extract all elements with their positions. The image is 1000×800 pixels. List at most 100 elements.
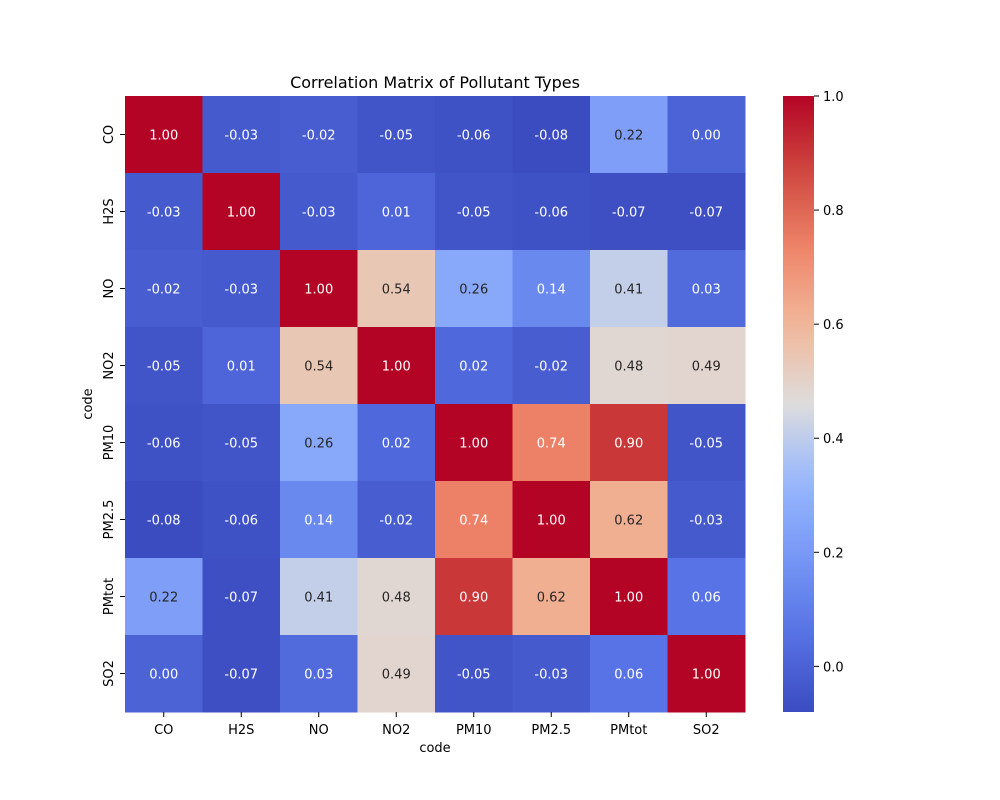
heatmap-cell (512, 635, 591, 713)
heatmap-cell (280, 96, 358, 174)
heatmap-cell (125, 404, 203, 482)
heatmap-cell (590, 173, 668, 251)
cell-value-label: 0.62 (537, 591, 566, 606)
heatmap-cell (125, 481, 203, 559)
cell-value-label: -0.03 (147, 206, 181, 221)
cell-value-label: -0.03 (689, 514, 723, 529)
heatmap-cell (435, 250, 513, 328)
cell-value-label: -0.03 (534, 668, 568, 683)
heatmap-cell (512, 96, 591, 174)
chart-title: Correlation Matrix of Pollutant Types (290, 73, 580, 92)
heatmap-cell (357, 481, 436, 559)
y-tick-label: H2S (102, 198, 117, 224)
y-tick-label: PM2.5 (102, 500, 117, 540)
x-tick-label: PM2.5 (531, 723, 571, 738)
heatmap-cell (667, 327, 746, 405)
heatmap-cell (512, 173, 591, 251)
cell-value-label: -0.02 (534, 360, 568, 375)
cell-value-label: 0.48 (614, 360, 643, 375)
heatmap-cell (667, 96, 746, 174)
heatmap-cell (590, 481, 668, 559)
cell-value-label: 0.90 (459, 591, 488, 606)
heatmap-cell (202, 96, 281, 174)
cell-value-label: -0.06 (457, 129, 491, 144)
cell-value-label: 0.00 (149, 668, 178, 683)
heatmap-cell (280, 327, 358, 405)
x-tick-label: SO2 (693, 723, 720, 738)
cell-value-label: 0.14 (537, 283, 566, 298)
heatmap-cell (590, 250, 668, 328)
cell-value-label: -0.06 (224, 514, 258, 529)
cell-value-label: 0.03 (304, 668, 333, 683)
cell-value-label: 0.06 (692, 591, 721, 606)
cell-value-label: -0.07 (224, 591, 258, 606)
x-tick-label: CO (154, 723, 173, 738)
heatmap-cell (512, 481, 591, 559)
heatmap-cell (667, 635, 746, 713)
cell-value-label: -0.05 (379, 129, 413, 144)
heatmap-cell (357, 635, 436, 713)
cell-value-label: 0.06 (614, 668, 643, 683)
x-tick-label: NO (309, 723, 329, 738)
cell-value-label: 0.01 (382, 206, 411, 221)
cell-value-label: -0.08 (534, 129, 568, 144)
cell-value-label: 0.74 (537, 437, 566, 452)
y-tick-label: PMtot (102, 578, 117, 615)
heatmap-cell (280, 250, 358, 328)
x-tick-label: H2S (228, 723, 254, 738)
cell-value-label: 0.03 (692, 283, 721, 298)
heatmap-cell (125, 327, 203, 405)
heatmap-cell (667, 173, 746, 251)
cell-value-label: -0.05 (224, 437, 258, 452)
heatmap-cell (357, 327, 436, 405)
cell-value-label: 0.02 (459, 360, 488, 375)
cell-value-label: 1.00 (304, 283, 333, 298)
cell-value-label: 0.26 (459, 283, 488, 298)
heatmap-cell (357, 404, 436, 482)
heatmap-cell (357, 250, 436, 328)
colorbar-tick-label: 0.4 (823, 432, 844, 447)
colorbar-tick-label: 0.0 (823, 660, 844, 675)
cell-value-label: 1.00 (614, 591, 643, 606)
heatmap-cell (512, 558, 591, 636)
cell-value-label: -0.07 (689, 206, 723, 221)
cell-value-label: -0.02 (302, 129, 336, 144)
heatmap-cell (125, 558, 203, 636)
heatmap-cell (202, 404, 281, 482)
colorbar-tick-label: 0.6 (823, 318, 844, 333)
x-tick-label: PM10 (456, 723, 492, 738)
cell-value-label: 0.74 (459, 514, 488, 529)
cell-value-label: 0.41 (304, 591, 333, 606)
colorbar: 0.0 0.2 0.4 0.6 0.8 1.0 (783, 90, 844, 712)
heatmap-cell (435, 96, 513, 174)
cell-value-label: 0.22 (614, 129, 643, 144)
cell-value-label: -0.03 (302, 206, 336, 221)
cell-value-label: -0.07 (612, 206, 646, 221)
cell-value-label: 0.02 (382, 437, 411, 452)
cell-value-label: -0.05 (457, 668, 491, 683)
heatmap-cell (357, 96, 436, 174)
x-tick-label: NO2 (382, 723, 410, 738)
cell-value-label: 0.49 (382, 668, 411, 683)
heatmap-cell (667, 404, 746, 482)
cell-value-label: -0.07 (224, 668, 258, 683)
cell-value-label: 0.00 (692, 129, 721, 144)
heatmap-cell (202, 250, 281, 328)
heatmap-cell (125, 635, 203, 713)
heatmap-cell (280, 558, 358, 636)
colorbar-tick-label: 0.8 (823, 204, 844, 219)
heatmap-cell (435, 173, 513, 251)
heatmap-cell (202, 635, 281, 713)
heatmap-cell (435, 558, 513, 636)
heatmap-cell (667, 481, 746, 559)
cell-value-label: 0.26 (304, 437, 333, 452)
y-tick-label: NO (102, 279, 117, 299)
x-tick-label: PMtot (610, 723, 647, 738)
heatmap-cell (512, 250, 591, 328)
cell-value-label: -0.06 (147, 437, 181, 452)
heatmap-cell (590, 327, 668, 405)
heatmap-cell (435, 635, 513, 713)
cell-value-label: 0.49 (692, 360, 721, 375)
cell-value-label: 1.00 (149, 129, 178, 144)
heatmap-cell (435, 481, 513, 559)
